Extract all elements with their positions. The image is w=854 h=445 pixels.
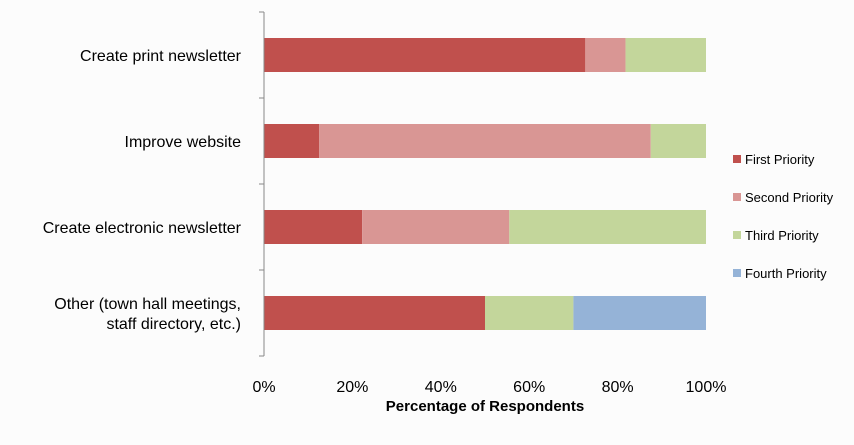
bar-third-priority-2	[509, 210, 706, 244]
bar-first-priority-3	[264, 296, 485, 330]
x-tick-label: 100%	[686, 379, 727, 396]
axes	[259, 11, 265, 357]
bar-first-priority-2	[264, 210, 363, 244]
bar-third-priority-0	[625, 38, 706, 72]
category-label-line: Other (town hall meetings,	[54, 296, 241, 313]
legend-label: Third Priority	[745, 228, 819, 243]
bar-fourth-priority-3	[573, 296, 706, 330]
legend-swatch-fourth-priority	[733, 269, 741, 277]
bar-first-priority-1	[264, 124, 320, 158]
x-tick-label: 60%	[513, 379, 545, 396]
legend: First Priority Second Priority Third Prior…	[733, 152, 834, 281]
legend-label: Second Priority	[745, 190, 834, 205]
category-label: Improve website	[125, 134, 242, 151]
x-tick-label: 80%	[602, 379, 634, 396]
x-tick-label: 20%	[336, 379, 368, 396]
x-tick-label: 0%	[252, 379, 275, 396]
x-tick-label: 40%	[425, 379, 457, 396]
category-label-line: Create electronic newsletter	[43, 220, 242, 237]
bar-second-priority-0	[585, 38, 626, 72]
category-label: Create electronic newsletter	[43, 220, 242, 237]
category-label-line: Create print newsletter	[80, 48, 242, 65]
legend-swatch-first-priority	[733, 155, 741, 163]
category-label-line: staff directory, etc.)	[106, 316, 241, 333]
category-label-line: Improve website	[125, 134, 242, 151]
bar-second-priority-2	[362, 210, 510, 244]
x-axis-title: Percentage of Respondents	[386, 398, 584, 415]
category-label: Other (town hall meetings, staff director…	[54, 296, 241, 333]
legend-label: Fourth Priority	[745, 266, 827, 281]
bar-second-priority-1	[319, 124, 651, 158]
bar-third-priority-1	[650, 124, 706, 158]
category-label: Create print newsletter	[80, 48, 242, 65]
bar-first-priority-0	[264, 38, 586, 72]
bar-group	[264, 38, 706, 330]
category-labels: Create print newsletter Improve website Cr…	[43, 48, 242, 333]
legend-swatch-third-priority	[733, 231, 741, 239]
bar-third-priority-3	[485, 296, 574, 330]
legend-swatch-second-priority	[733, 193, 741, 201]
x-tick-labels: 0% 20% 40% 60% 80% 100%	[252, 379, 726, 396]
legend-label: First Priority	[745, 152, 815, 167]
